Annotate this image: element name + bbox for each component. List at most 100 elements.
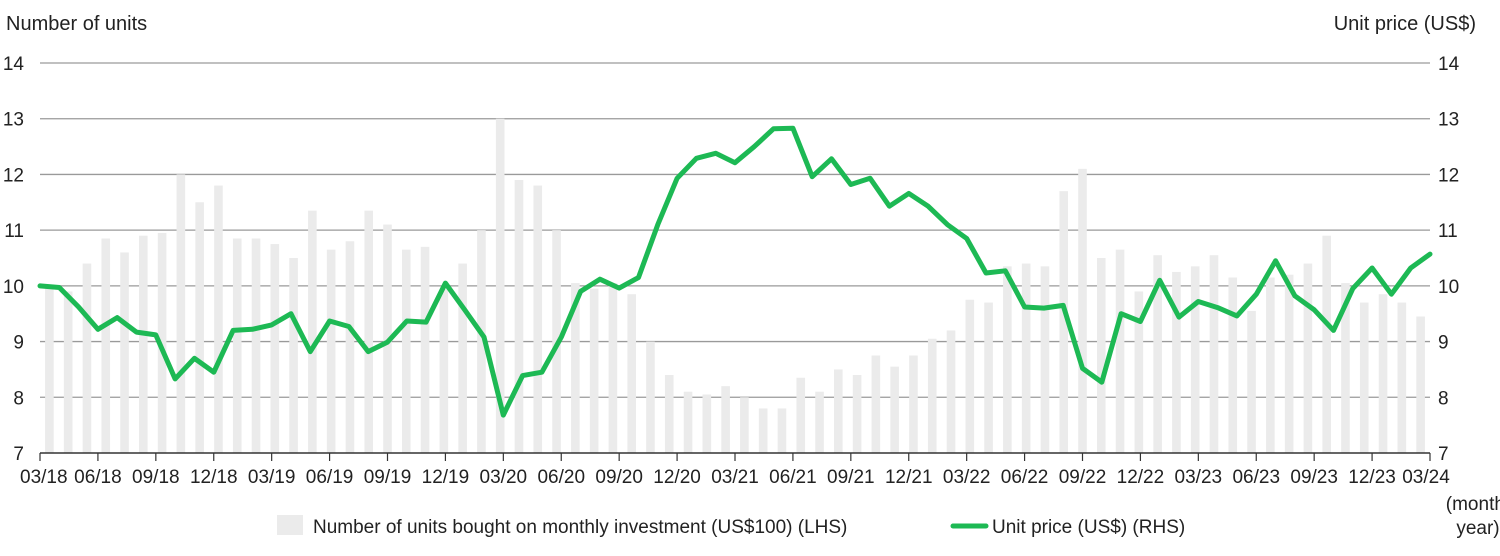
y-tick-label-right: 7 xyxy=(1438,444,1449,465)
left-axis-title: Number of units xyxy=(6,13,147,35)
bar xyxy=(1322,235,1331,453)
bar xyxy=(777,408,787,453)
bar xyxy=(1303,263,1313,453)
y-tick-label-right: 12 xyxy=(1438,165,1459,186)
bar xyxy=(1153,255,1162,453)
bar xyxy=(214,185,223,454)
bar xyxy=(758,408,768,453)
bar xyxy=(120,252,129,453)
bar xyxy=(1134,291,1144,453)
x-tick-label: 03/23 xyxy=(1175,467,1223,488)
x-tick-label: 06/23 xyxy=(1232,467,1280,488)
x-tick-label: 12/22 xyxy=(1117,467,1165,488)
x-tick-label: 12/21 xyxy=(885,467,933,488)
bar-series xyxy=(45,118,1425,454)
y-tick-label-right: 13 xyxy=(1438,110,1459,131)
price-line xyxy=(37,125,1433,418)
x-tick-label: 06/19 xyxy=(306,467,354,488)
bar xyxy=(1190,266,1200,453)
bar xyxy=(965,299,975,453)
bar xyxy=(834,369,843,453)
x-tick-label: 03/22 xyxy=(943,467,991,488)
x-tick-label: 06/22 xyxy=(1001,467,1049,488)
y-tick-label-left: 9 xyxy=(13,333,24,354)
bar xyxy=(401,249,411,453)
bar xyxy=(101,238,111,453)
x-tick-label: 09/23 xyxy=(1290,467,1338,488)
axes: 7 7 8 8 9 9 10 10 11 11 12 12 13 13 14 14 03/18 06/18 09/1… xyxy=(3,54,1460,488)
bar xyxy=(1059,191,1069,453)
bar xyxy=(946,330,956,453)
x-tick-label: 03/20 xyxy=(480,467,528,488)
bar xyxy=(63,291,73,453)
x-tick-label: 12/18 xyxy=(190,467,238,488)
bar xyxy=(1040,266,1050,453)
bar xyxy=(420,246,430,453)
y-tick-label-left: 14 xyxy=(3,54,25,75)
legend-swatch-bars xyxy=(277,515,303,535)
bar xyxy=(1284,274,1294,453)
bar xyxy=(702,394,712,453)
x-tick-label: 09/18 xyxy=(132,467,180,488)
bar xyxy=(1359,302,1369,453)
x-tick-label: 09/21 xyxy=(827,467,875,488)
bar xyxy=(1247,310,1256,453)
bar xyxy=(683,391,693,453)
bar xyxy=(1115,249,1125,453)
bar xyxy=(608,283,618,453)
bar xyxy=(289,258,298,453)
y-tick-label-right: 11 xyxy=(1438,221,1458,242)
bar xyxy=(1172,271,1181,453)
bar xyxy=(326,249,336,453)
bar xyxy=(176,174,186,453)
bar xyxy=(871,355,881,453)
y-tick-label-left: 8 xyxy=(13,388,24,409)
y-tick-label-left: 11 xyxy=(4,221,24,242)
bar xyxy=(815,391,824,453)
bar xyxy=(270,244,280,453)
x-tick-label: 12/23 xyxy=(1348,467,1396,488)
y-tick-label-right: 9 xyxy=(1438,333,1449,354)
bar xyxy=(927,338,937,453)
x-tick-label: 09/20 xyxy=(595,467,643,488)
y-tick-label-right: 10 xyxy=(1438,277,1459,298)
bar xyxy=(477,230,486,453)
right-axis-title: Unit price (US$) xyxy=(1334,13,1476,35)
bar xyxy=(232,238,242,453)
line-series xyxy=(37,125,1433,418)
bar xyxy=(251,238,261,453)
bar xyxy=(1078,168,1087,453)
bar xyxy=(139,235,148,453)
x-tick-label: 03/21 xyxy=(711,467,759,488)
x-tick-label: 09/19 xyxy=(364,467,412,488)
y-tick-label-right: 8 xyxy=(1438,388,1449,409)
x-tick-label: 12/20 xyxy=(653,467,701,488)
y-tick-label-left: 7 xyxy=(13,444,24,465)
x-tick-label: 06/21 xyxy=(769,467,817,488)
y-tick-label-right: 14 xyxy=(1438,54,1460,75)
x-tick-label: 06/18 xyxy=(74,467,122,488)
bar xyxy=(45,285,54,453)
legend-label-bars: Number of units bought on monthly invest… xyxy=(313,517,847,538)
bar xyxy=(1003,266,1012,453)
bar xyxy=(721,386,730,453)
bar xyxy=(1416,316,1425,453)
bar xyxy=(627,294,636,453)
bar xyxy=(514,180,524,453)
legend: Number of units bought on monthly invest… xyxy=(277,515,1185,538)
bar xyxy=(1378,294,1388,453)
bar xyxy=(1397,302,1407,453)
bar xyxy=(1341,283,1350,453)
bar xyxy=(740,397,749,453)
x-tick-label: 03/24 xyxy=(1402,467,1450,488)
bar xyxy=(533,185,543,454)
bar xyxy=(852,375,862,453)
bar xyxy=(364,210,374,453)
x-axis-unit-line-1: (month/ xyxy=(1446,494,1500,515)
bar xyxy=(195,202,204,453)
x-tick-label: 09/22 xyxy=(1059,467,1107,488)
bar xyxy=(796,377,806,453)
y-tick-label-left: 12 xyxy=(3,165,24,186)
bar xyxy=(909,355,918,453)
bar xyxy=(664,375,674,453)
